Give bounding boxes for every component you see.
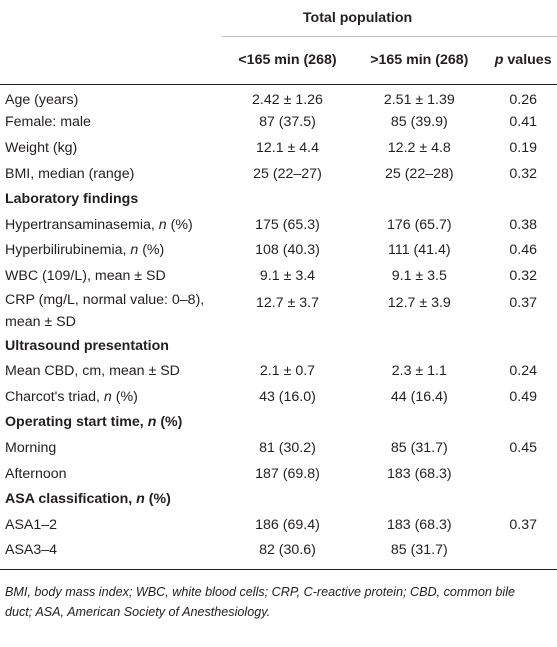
cell-under-165: 12.1 ± 4.4 (255, 139, 319, 156)
cell-over-165: 44 (16.4) (390, 388, 448, 405)
table-row: WBC (109/L), mean ± SD 9.1 ± 3.4 9.1 ± 3.5… (0, 263, 557, 289)
cell-under-165: 81 (30.2) (259, 439, 316, 456)
table-row: Afternoon 187 (69.8) 183 (68.3) (0, 461, 557, 487)
cell-p-value: 0.32 (509, 165, 537, 182)
cell-over-165: 12.7 ± 3.9 (387, 294, 451, 311)
section-heading: Operating start time, n (%) (5, 414, 183, 431)
data-table: Total population <165 min (268) >165 min… (0, 0, 557, 563)
cell-under-165: 186 (69.4) (255, 516, 320, 533)
row-label: Weight (kg) (5, 139, 78, 156)
table-row: Mean CBD, cm, mean ± SD 2.1 ± 0.7 2.3 ± 1.… (0, 358, 557, 384)
cell-p-value: 0.37 (509, 294, 537, 311)
cell-p-value: 0.38 (509, 216, 537, 233)
cell-p-value (489, 461, 557, 487)
cell-over-165: 111 (41.4) (388, 242, 451, 259)
cell-over-165: 12.2 ± 4.8 (387, 139, 451, 156)
table-body: Age (years) 2.42 ± 1.26 2.51 ± 1.39 0.26 Fem… (0, 84, 557, 563)
cell-p-value: 0.19 (509, 139, 537, 156)
cell-under-165: 108 (40.3) (255, 242, 320, 259)
table-row: BMI, median (range) 25 (22–27) 25 (22–28) 0… (0, 161, 557, 187)
cell-over-165: 2.3 ± 1.1 (391, 363, 447, 380)
header-rule (0, 84, 557, 85)
cell-p-value: 0.24 (509, 363, 537, 380)
cell-p-value: 0.41 (509, 114, 537, 131)
table-row: CRP (mg/L, normal value: 0–8), mean ± SD 1… (0, 289, 557, 333)
bottom-rule (0, 569, 557, 570)
table-row: Hyperbilirubinemia, n (%) 108 (40.3) 111 (… (0, 238, 557, 264)
table-row: Hypertransaminasemia, n (%) 175 (65.3) 176… (0, 212, 557, 238)
row-label: CRP (mg/L, normal value: 0–8), mean ± SD (5, 291, 205, 330)
column-header-over-165: >165 min (268) (370, 52, 469, 68)
cell-under-165: 12.7 ± 3.7 (255, 294, 319, 311)
cell-p-value: 0.46 (509, 242, 537, 259)
row-label: Charcot's triad, n (%) (5, 388, 138, 405)
cell-over-165: 2.51 ± 1.39 (383, 91, 455, 108)
cell-over-165: 25 (22–28) (384, 165, 454, 182)
table-row: Age (years) 2.42 ± 1.26 2.51 ± 1.39 0.26 (0, 84, 557, 110)
row-label: BMI, median (range) (5, 165, 135, 182)
header-group-row: Total population (0, 0, 557, 36)
section-heading: Laboratory findings (5, 191, 139, 208)
cell-over-165: 183 (68.3) (386, 465, 452, 482)
group-rule (222, 36, 557, 37)
cell-under-165: 9.1 ± 3.4 (259, 267, 316, 284)
section-row: Ultrasound presentation (0, 333, 557, 359)
cell-under-165: 87 (37.5) (259, 114, 316, 131)
cell-over-165: 85 (31.7) (390, 439, 448, 456)
column-header-p-values: p values (494, 52, 552, 68)
table-row: Morning 81 (30.2) 85 (31.7) 0.45 (0, 435, 557, 461)
row-label: Female: male (5, 114, 91, 131)
cell-p-value: 0.37 (509, 516, 537, 533)
section-row: ASA classification, n (%) (0, 486, 557, 512)
cell-under-165: 175 (65.3) (255, 216, 320, 233)
table-row: ASA3–4 82 (30.6) 85 (31.7) (0, 538, 557, 564)
cell-p-value: 0.49 (509, 388, 537, 405)
cell-over-165: 176 (65.7) (386, 216, 452, 233)
section-heading: Ultrasound presentation (5, 337, 169, 354)
table-row: Weight (kg) 12.1 ± 4.4 12.2 ± 4.8 0.19 (0, 135, 557, 161)
row-label: Age (years) (5, 91, 79, 108)
cell-under-165: 82 (30.6) (259, 542, 316, 559)
cell-over-165: 85 (31.7) (390, 542, 448, 559)
row-label: Afternoon (5, 465, 67, 482)
column-header-under-165: <165 min (268) (238, 52, 337, 68)
cell-p-value: 0.26 (509, 91, 537, 108)
row-label: Hypertransaminasemia, n (%) (5, 216, 193, 233)
cell-under-165: 2.42 ± 1.26 (252, 91, 323, 108)
row-label: Hyperbilirubinemia, n (%) (5, 242, 165, 259)
cell-p-value: 0.32 (509, 267, 537, 284)
table-row: Charcot's triad, n (%) 43 (16.0) 44 (16.4)… (0, 384, 557, 410)
section-heading: ASA classification, n (%) (5, 491, 171, 508)
table-footnote: BMI, body mass index; WBC, white blood c… (5, 585, 516, 619)
section-row: Laboratory findings (0, 186, 557, 212)
cell-under-165: 2.1 ± 0.7 (259, 363, 316, 380)
group-header: Total population (302, 10, 413, 26)
header-columns-row: <165 min (268) >165 min (268) p values (0, 36, 557, 84)
row-label: ASA3–4 (5, 542, 58, 559)
table-row: ASA1–2 186 (69.4) 183 (68.3) 0.37 (0, 512, 557, 538)
row-label: WBC (109/L), mean ± SD (5, 267, 166, 284)
cell-under-165: 187 (69.8) (255, 465, 320, 482)
table-row: Female: male 87 (37.5) 85 (39.9) 0.41 (0, 110, 557, 136)
cell-over-165: 183 (68.3) (386, 516, 452, 533)
cell-p-value: 0.45 (509, 439, 537, 456)
row-label: ASA1–2 (5, 516, 58, 533)
cell-under-165: 25 (22–27) (253, 165, 322, 182)
section-row: Operating start time, n (%) (0, 410, 557, 436)
row-label: Mean CBD, cm, mean ± SD (5, 363, 180, 380)
cell-p-value (489, 538, 557, 564)
cell-under-165: 43 (16.0) (259, 388, 316, 405)
cell-over-165: 85 (39.9) (390, 114, 448, 131)
cell-over-165: 9.1 ± 3.5 (391, 267, 447, 284)
row-label: Morning (5, 439, 57, 456)
